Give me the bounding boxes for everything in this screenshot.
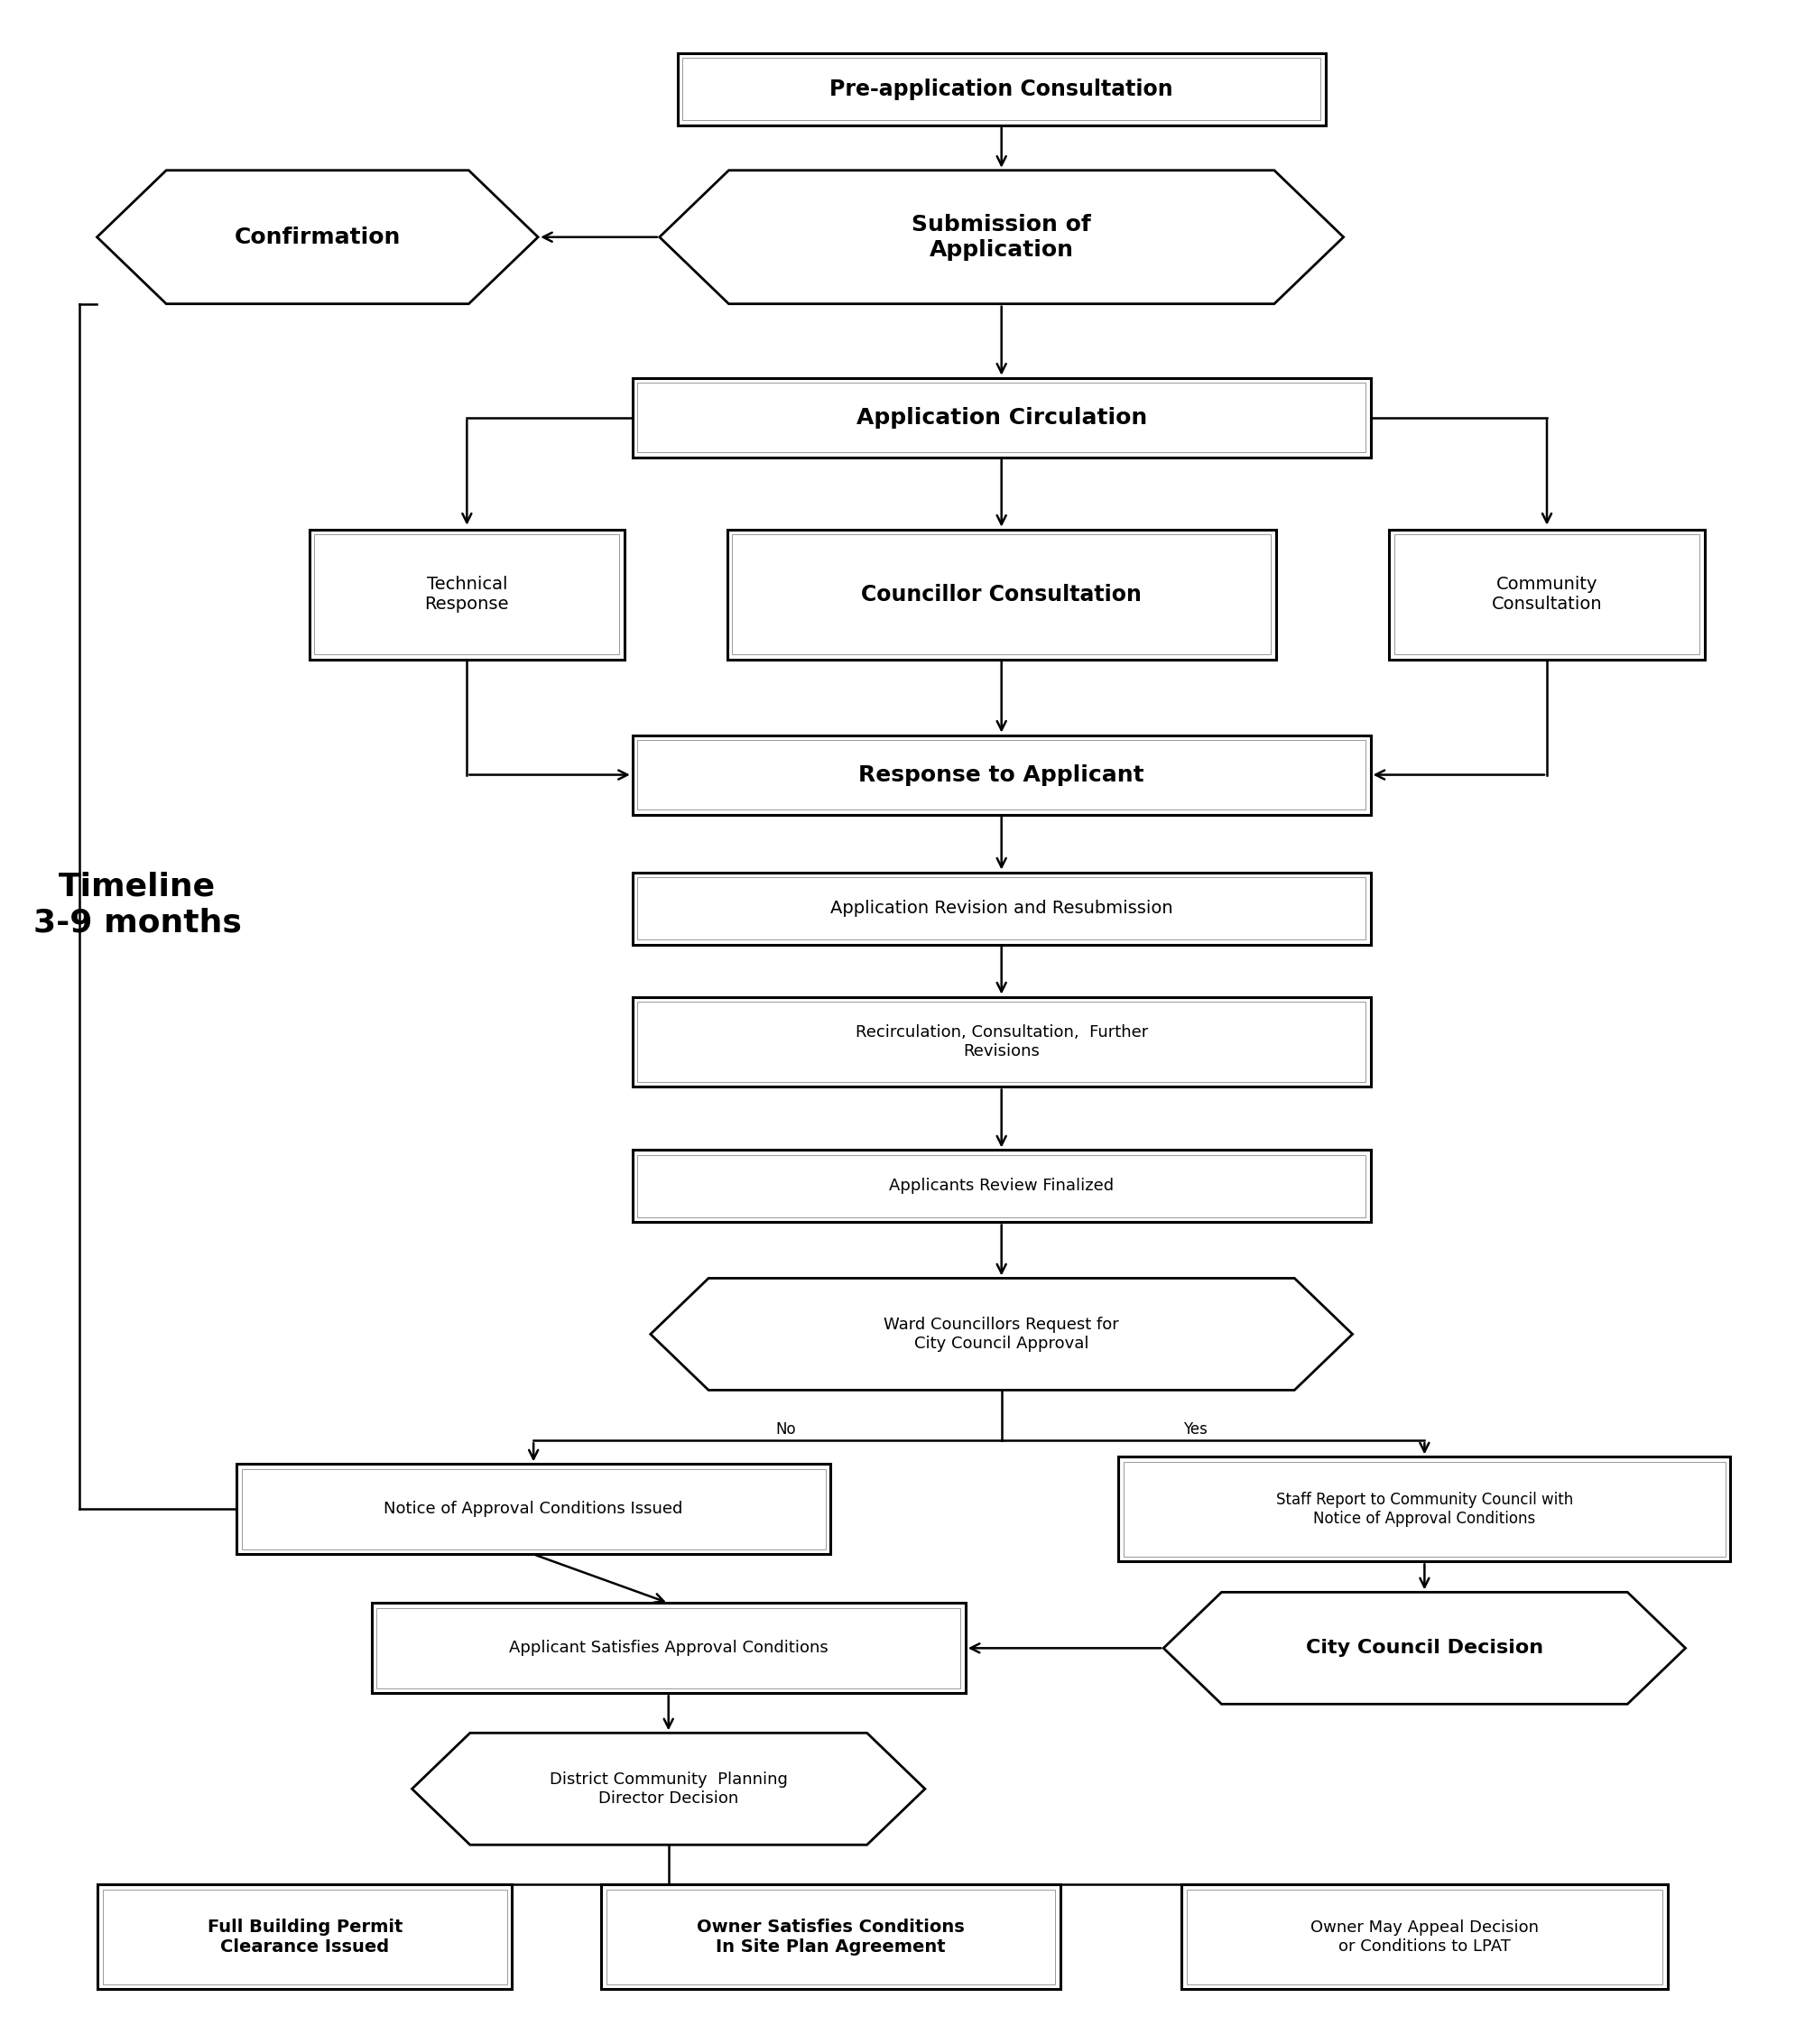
Polygon shape [412,1733,924,1846]
Text: Application Circulation: Application Circulation [856,407,1146,429]
FancyBboxPatch shape [601,1885,1060,1989]
Text: Councillor Consultation: Councillor Consultation [861,583,1143,605]
FancyBboxPatch shape [632,378,1370,458]
Text: Owner Satisfies Conditions
In Site Plan Agreement: Owner Satisfies Conditions In Site Plan … [697,1919,964,1956]
FancyBboxPatch shape [632,736,1370,814]
FancyBboxPatch shape [677,53,1325,125]
Text: Community
Consultation: Community Consultation [1491,576,1603,613]
FancyBboxPatch shape [309,529,625,660]
Text: Application Revision and Resubmission: Application Revision and Resubmission [830,899,1173,918]
Text: Timeline
3-9 months: Timeline 3-9 months [32,871,242,938]
Text: Technical
Response: Technical Response [424,576,509,613]
FancyBboxPatch shape [97,1885,513,1989]
FancyBboxPatch shape [236,1464,830,1553]
Polygon shape [97,170,538,305]
FancyBboxPatch shape [372,1602,966,1692]
Text: Pre-application Consultation: Pre-application Consultation [830,78,1173,100]
Text: District Community  Planning
Director Decision: District Community Planning Director Dec… [549,1772,787,1807]
Polygon shape [659,170,1343,305]
Text: Recirculation, Consultation,  Further
Revisions: Recirculation, Consultation, Further Rev… [856,1024,1148,1059]
Text: Ward Councillors Request for
City Council Approval: Ward Councillors Request for City Counci… [884,1316,1119,1351]
FancyBboxPatch shape [632,997,1370,1087]
Text: City Council Decision: City Council Decision [1305,1639,1543,1658]
FancyBboxPatch shape [1182,1885,1668,1989]
Text: Confirmation: Confirmation [235,227,401,247]
Text: Notice of Approval Conditions Issued: Notice of Approval Conditions Issued [384,1500,682,1517]
Text: Applicant Satisfies Approval Conditions: Applicant Satisfies Approval Conditions [509,1639,828,1656]
FancyBboxPatch shape [632,1151,1370,1222]
Polygon shape [650,1278,1352,1390]
Polygon shape [1164,1592,1686,1705]
Text: Full Building Permit
Clearance Issued: Full Building Permit Clearance Issued [208,1919,403,1956]
FancyBboxPatch shape [727,529,1276,660]
Text: Submission of
Application: Submission of Application [912,215,1092,260]
FancyBboxPatch shape [632,873,1370,944]
Text: Owner May Appeal Decision
or Conditions to LPAT: Owner May Appeal Decision or Conditions … [1310,1919,1538,1954]
Text: Applicants Review Finalized: Applicants Review Finalized [890,1177,1114,1194]
Text: Staff Report to Community Council with
Notice of Approval Conditions: Staff Report to Community Council with N… [1276,1492,1574,1527]
Text: Response to Applicant: Response to Applicant [859,764,1144,785]
Text: Yes: Yes [1182,1423,1208,1437]
Text: No: No [776,1423,796,1437]
FancyBboxPatch shape [1119,1457,1731,1562]
FancyBboxPatch shape [1390,529,1704,660]
